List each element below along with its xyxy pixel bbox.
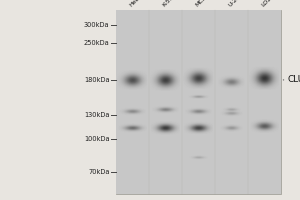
Text: 300kDa: 300kDa <box>84 22 110 28</box>
Text: 100kDa: 100kDa <box>84 136 110 142</box>
Text: HeLa: HeLa <box>128 0 143 8</box>
Text: 130kDa: 130kDa <box>84 112 110 118</box>
Text: 180kDa: 180kDa <box>84 77 110 83</box>
Text: MCF7: MCF7 <box>194 0 210 8</box>
Text: CLUH: CLUH <box>288 75 300 84</box>
Text: K-562: K-562 <box>161 0 177 8</box>
Bar <box>116 10 280 194</box>
Text: 250kDa: 250kDa <box>84 40 110 46</box>
Text: LO2: LO2 <box>260 0 273 8</box>
Text: U-251MG: U-251MG <box>227 0 251 8</box>
Text: 70kDa: 70kDa <box>88 169 110 175</box>
